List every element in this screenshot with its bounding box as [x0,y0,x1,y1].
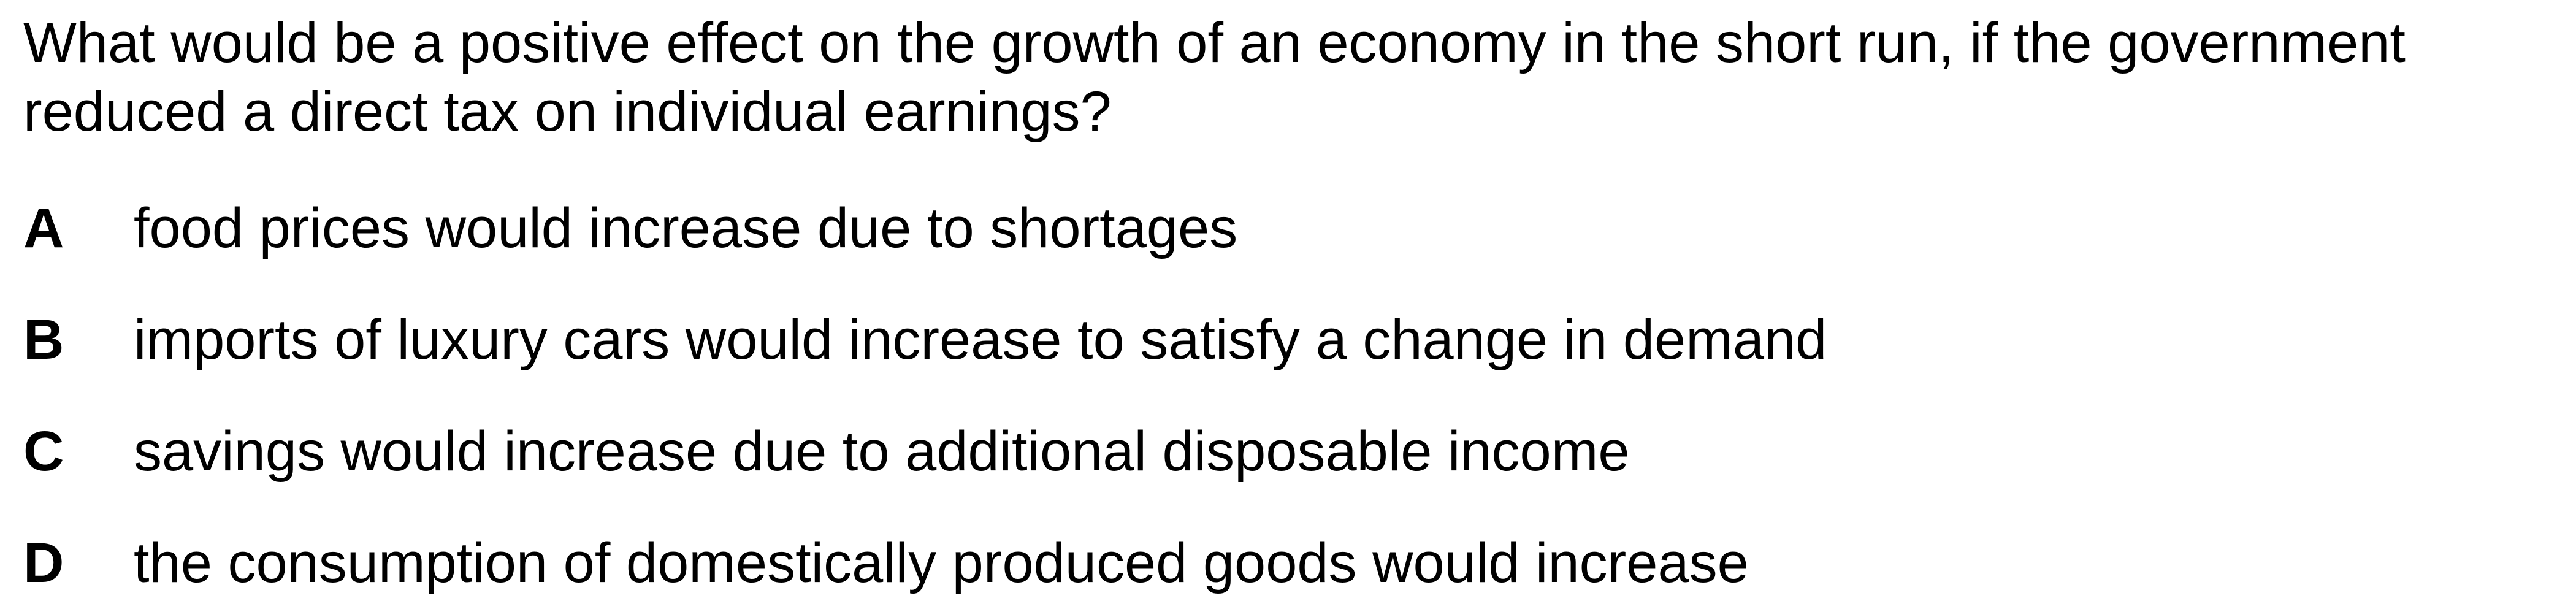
option-letter: C [23,420,64,483]
option-text: the consumption of domestically produced… [134,532,1749,594]
option-letter: D [23,532,64,594]
option-text: imports of luxury cars would increase to… [134,308,1827,371]
question-text: What would be a positive effect on the g… [23,12,2406,143]
option-letter: B [23,308,64,371]
option-text: savings would increase due to additional… [134,420,1630,483]
option-text: food prices would increase due to shorta… [134,197,1238,259]
option-letter: A [23,197,64,259]
